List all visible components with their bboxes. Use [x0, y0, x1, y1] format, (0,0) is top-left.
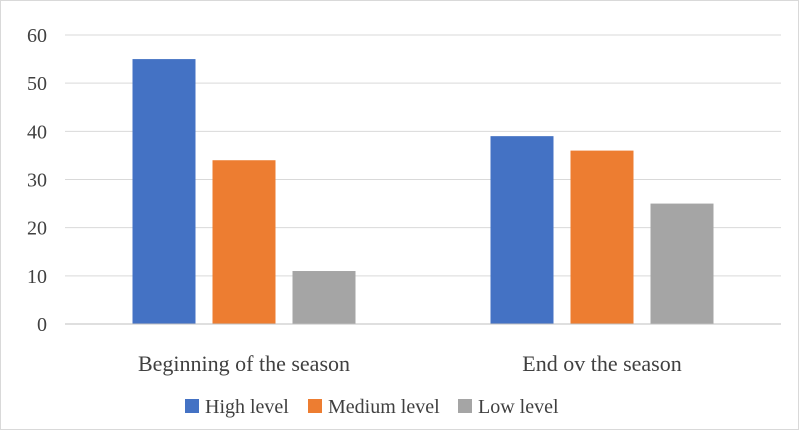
y-tick-label: 20 [27, 218, 47, 240]
legend-label: Medium level [328, 396, 440, 418]
y-tick-label: 60 [27, 25, 47, 47]
category-labels: Beginning of the season End ov the season [138, 351, 682, 376]
bar-high-level [132, 59, 196, 324]
legend-label: High level [205, 396, 289, 418]
bar-low-level [650, 203, 714, 324]
bar-medium-level [570, 150, 634, 324]
y-tick-label: 50 [27, 73, 47, 95]
y-tick-label: 30 [27, 170, 47, 192]
y-tick-label: 40 [27, 121, 47, 143]
category-label: End ov the season [522, 351, 681, 376]
bar-medium-level [212, 160, 276, 324]
bar-low-level [292, 271, 356, 324]
bar-high-level [490, 136, 554, 324]
y-axis-ticks: 0 10 20 30 40 50 60 [27, 25, 47, 336]
bars [132, 59, 714, 324]
legend-swatch [308, 399, 322, 413]
legend-label: Low level [478, 396, 559, 418]
y-tick-label: 10 [27, 266, 47, 288]
legend-swatch [458, 399, 472, 413]
y-tick-label: 0 [37, 314, 47, 336]
legend: High level Medium level Low level [185, 396, 559, 418]
legend-swatch [185, 399, 199, 413]
category-label: Beginning of the season [138, 351, 350, 376]
